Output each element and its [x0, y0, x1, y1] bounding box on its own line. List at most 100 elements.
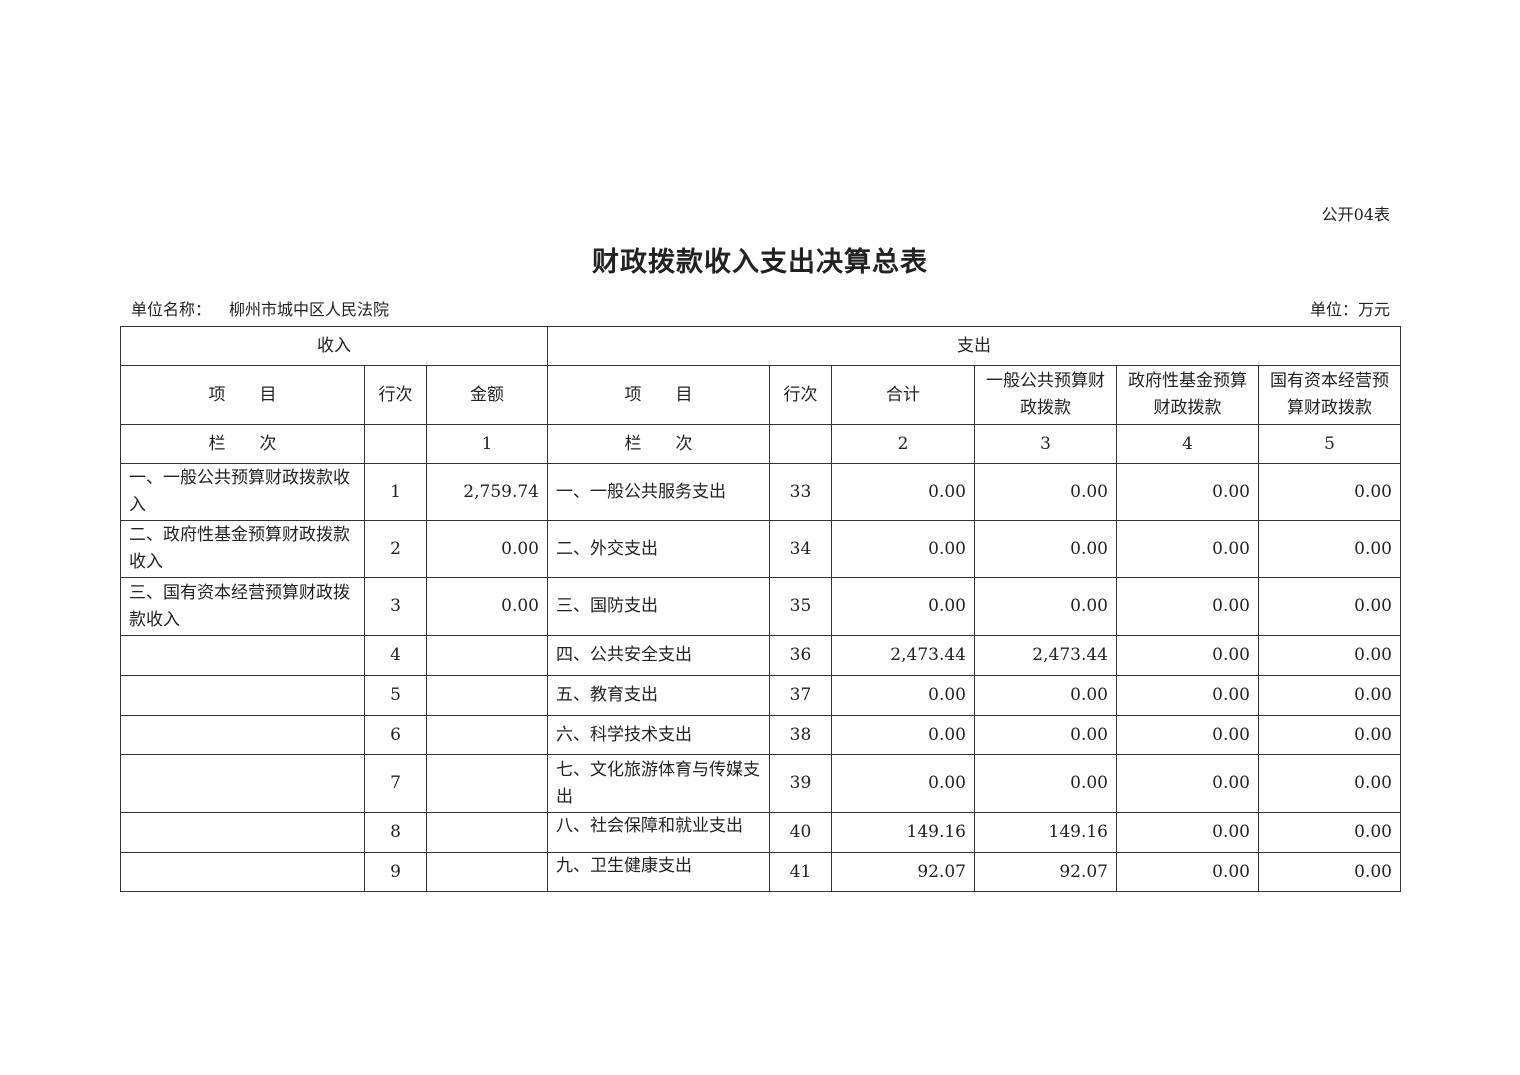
- expense-item: 八、社会保障和就业支出: [547, 812, 770, 853]
- income-row-no: 6: [364, 715, 427, 755]
- empty-cell: [364, 424, 427, 464]
- table-row: 9 九、卫生健康支出 41 92.07 92.07 0.00 0.00: [120, 852, 1401, 892]
- income-amount: [426, 852, 548, 892]
- budget-table: 收入 支出 项 目 行次 金额 项 目 行次 合计 一般公共预算财政拨款 政府性…: [120, 326, 1401, 892]
- total-amount: 0.00: [831, 675, 975, 716]
- gov-fund-amount: 0.00: [1116, 812, 1259, 853]
- form-number: 公开04表: [1321, 205, 1390, 224]
- expense-item: 六、科学技术支出: [547, 715, 770, 755]
- general-budget-amount: 149.16: [974, 812, 1117, 853]
- gov-fund-amount: 0.00: [1116, 463, 1259, 521]
- table-row: 5 五、教育支出 37 0.00 0.00 0.00 0.00: [120, 675, 1401, 716]
- general-budget-amount: 0.00: [974, 577, 1117, 636]
- expense-item: 七、文化旅游体育与传媒支出: [547, 754, 770, 813]
- income-amount: [426, 635, 548, 676]
- total-amount: 0.00: [831, 754, 975, 813]
- state-capital-amount: 0.00: [1258, 675, 1401, 716]
- col-number-4: 4: [1116, 424, 1259, 464]
- state-capital-amount: 0.00: [1258, 577, 1401, 636]
- expense-item: 三、国防支出: [547, 577, 770, 636]
- income-row-no: 2: [364, 520, 427, 578]
- income-row-no-header: 行次: [364, 365, 427, 425]
- income-item: [120, 635, 365, 676]
- col-label: 栏 次: [120, 424, 365, 464]
- income-amount-header: 金额: [426, 365, 548, 425]
- income-amount: [426, 675, 548, 716]
- income-amount: 0.00: [426, 577, 548, 636]
- state-capital-header: 国有资本经营预算财政拨款: [1258, 365, 1401, 425]
- col-number-3: 3: [974, 424, 1117, 464]
- income-row-no: 8: [364, 812, 427, 853]
- total-amount: 2,473.44: [831, 635, 975, 676]
- currency-unit: 单位：万元: [1309, 300, 1390, 319]
- expense-row-no: 38: [769, 715, 832, 755]
- income-item: [120, 675, 365, 716]
- gov-fund-amount: 0.00: [1116, 520, 1259, 578]
- table-row: 7 七、文化旅游体育与传媒支出 39 0.00 0.00 0.00 0.00: [120, 754, 1401, 813]
- general-budget-amount: 0.00: [974, 520, 1117, 578]
- income-item: 三、国有资本经营预算财政拨款收入: [120, 577, 365, 636]
- income-row-no: 1: [364, 463, 427, 521]
- expense-row-no: 41: [769, 852, 832, 892]
- state-capital-amount: 0.00: [1258, 463, 1401, 521]
- table-row: 三、国有资本经营预算财政拨款收入 3 0.00 三、国防支出 35 0.00 0.00 0.0…: [120, 577, 1401, 636]
- total-amount: 0.00: [831, 463, 975, 521]
- state-capital-amount: 0.00: [1258, 812, 1401, 853]
- expense-row-no: 35: [769, 577, 832, 636]
- total-amount: 0.00: [831, 577, 975, 636]
- income-item: [120, 754, 365, 813]
- gov-fund-amount: 0.00: [1116, 754, 1259, 813]
- gov-fund-amount: 0.00: [1116, 675, 1259, 716]
- general-budget-amount: 0.00: [974, 715, 1117, 755]
- table-row: 6 六、科学技术支出 38 0.00 0.00 0.00 0.00: [120, 715, 1401, 755]
- col-number-2: 2: [831, 424, 975, 464]
- state-capital-amount: 0.00: [1258, 635, 1401, 676]
- gov-fund-header: 政府性基金预算财政拨款: [1116, 365, 1259, 425]
- general-budget-amount: 0.00: [974, 754, 1117, 813]
- page-title: 财政拨款收入支出决算总表: [592, 247, 928, 278]
- general-budget-amount: 92.07: [974, 852, 1117, 892]
- income-amount: [426, 715, 548, 755]
- expense-row-no: 34: [769, 520, 832, 578]
- state-capital-amount: 0.00: [1258, 520, 1401, 578]
- state-capital-amount: 0.00: [1258, 754, 1401, 813]
- unit-name-line: 单位名称： 柳州市城中区人民法院: [131, 296, 389, 320]
- expense-item: 二、外交支出: [547, 520, 770, 578]
- expense-row-no: 33: [769, 463, 832, 521]
- col-number-5: 5: [1258, 424, 1401, 464]
- income-row-no: 4: [364, 635, 427, 676]
- general-budget-amount: 0.00: [974, 675, 1117, 716]
- income-item: 一、一般公共预算财政拨款收入: [120, 463, 365, 521]
- expense-item: 四、公共安全支出: [547, 635, 770, 676]
- expense-row-no: 36: [769, 635, 832, 676]
- income-row-no: 7: [364, 754, 427, 813]
- income-amount: 0.00: [426, 520, 548, 578]
- col-label-2: 栏 次: [547, 424, 770, 464]
- table-row: 8 八、社会保障和就业支出 40 149.16 149.16 0.00 0.00: [120, 812, 1401, 853]
- expense-header: 支出: [547, 326, 1401, 366]
- header-row-sections: 收入 支出: [120, 326, 1401, 366]
- expense-item: 五、教育支出: [547, 675, 770, 716]
- general-budget-amount: 0.00: [974, 463, 1117, 521]
- total-amount: 92.07: [831, 852, 975, 892]
- expense-item: 一、一般公共服务支出: [547, 463, 770, 521]
- unit-name-label: 单位名称：: [131, 300, 212, 319]
- unit-name-value: 柳州市城中区人民法院: [229, 300, 390, 319]
- income-item-header: 项 目: [120, 365, 365, 425]
- col-number-1: 1: [426, 424, 548, 464]
- income-item: [120, 852, 365, 892]
- income-row-no: 9: [364, 852, 427, 892]
- total-header: 合计: [831, 365, 975, 425]
- expense-row-no-header: 行次: [769, 365, 832, 425]
- expense-row-no: 37: [769, 675, 832, 716]
- gov-fund-amount: 0.00: [1116, 635, 1259, 676]
- expense-row-no: 39: [769, 754, 832, 813]
- table-row: 4 四、公共安全支出 36 2,473.44 2,473.44 0.00 0.00: [120, 635, 1401, 676]
- expense-item: 九、卫生健康支出: [547, 852, 770, 892]
- column-number-row: 栏 次 1 栏 次 2 3 4 5: [120, 424, 1401, 464]
- income-row-no: 3: [364, 577, 427, 636]
- gov-fund-amount: 0.00: [1116, 715, 1259, 755]
- income-amount: 2,759.74: [426, 463, 548, 521]
- income-amount: [426, 812, 548, 853]
- state-capital-amount: 0.00: [1258, 715, 1401, 755]
